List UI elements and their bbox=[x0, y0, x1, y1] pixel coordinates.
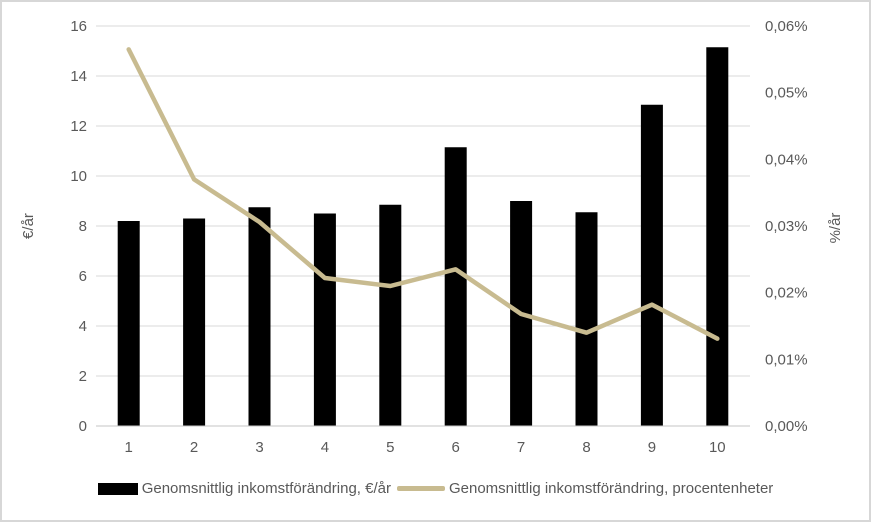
left-axis-tick-label: 12 bbox=[70, 118, 87, 135]
right-axis-tick-label: 0,03% bbox=[765, 218, 808, 235]
right-axis-title: %/år bbox=[827, 213, 844, 244]
left-axis-tick-label: 16 bbox=[70, 18, 87, 35]
x-axis-tick-label: 8 bbox=[582, 439, 590, 456]
bar bbox=[313, 213, 336, 426]
line-series-legend-label: Genomsnittlig inkomstförändring, procent… bbox=[448, 480, 774, 497]
bar bbox=[706, 47, 729, 426]
legend-item-line-series: Genomsnittlig inkomstförändring, procent… bbox=[396, 480, 774, 497]
x-axis-tick-label: 9 bbox=[648, 439, 656, 456]
right-axis-tick-label: 0,04% bbox=[765, 151, 808, 168]
bar bbox=[248, 207, 271, 426]
x-axis-tick-label: 2 bbox=[190, 439, 198, 456]
legend-item-bar-series: Genomsnittlig inkomstförändring, €/år bbox=[97, 480, 391, 497]
x-axis-tick-label: 10 bbox=[709, 439, 726, 456]
left-axis-tick-label: 2 bbox=[79, 368, 87, 385]
right-axis-tick-label: 0,02% bbox=[765, 285, 808, 302]
bar bbox=[183, 218, 206, 426]
left-axis-tick-label: 0 bbox=[79, 418, 87, 435]
x-axis-tick-label: 3 bbox=[255, 439, 263, 456]
bar bbox=[444, 147, 467, 426]
bar bbox=[379, 204, 402, 426]
legend: Genomsnittlig inkomstförändring, €/år Ge… bbox=[2, 480, 869, 497]
bar bbox=[575, 212, 598, 426]
left-axis-tick-label: 10 bbox=[70, 168, 87, 185]
bar-series-swatch-icon bbox=[97, 482, 138, 495]
bar-series-legend-label: Genomsnittlig inkomstförändring, €/år bbox=[141, 480, 391, 497]
x-axis-tick-label: 4 bbox=[321, 439, 329, 456]
bar bbox=[117, 221, 140, 426]
x-axis-tick-label: 5 bbox=[386, 439, 394, 456]
right-axis-tick-label: 0,06% bbox=[765, 18, 808, 35]
right-axis-tick-label: 0,05% bbox=[765, 85, 808, 102]
left-axis-tick-label: 14 bbox=[70, 68, 87, 85]
left-axis-tick-label: 6 bbox=[79, 268, 87, 285]
left-axis-tick-label: 8 bbox=[79, 218, 87, 235]
right-axis-tick-label: 0,01% bbox=[765, 351, 808, 368]
right-axis-tick-label: 0,00% bbox=[765, 418, 808, 435]
left-axis-title: €/år bbox=[20, 213, 37, 239]
x-axis-tick-label: 6 bbox=[452, 439, 460, 456]
left-axis-tick-label: 4 bbox=[79, 318, 87, 335]
bar bbox=[640, 104, 663, 426]
x-axis-tick-label: 1 bbox=[125, 439, 133, 456]
line-series bbox=[126, 47, 720, 341]
line-series-swatch-icon bbox=[396, 486, 445, 491]
x-axis-tick-label: 7 bbox=[517, 439, 525, 456]
